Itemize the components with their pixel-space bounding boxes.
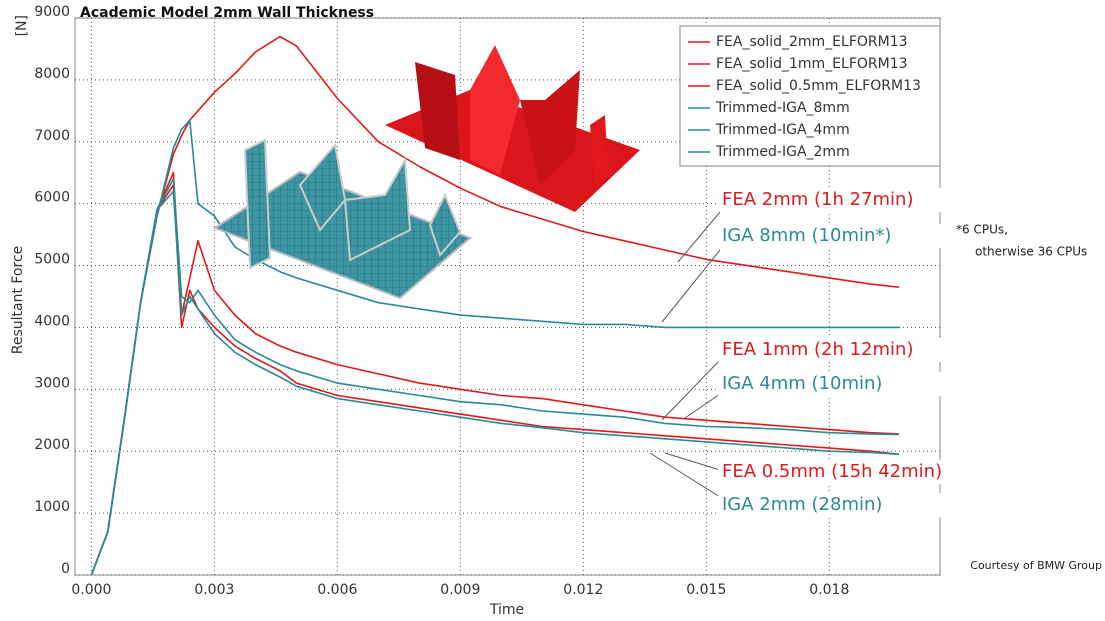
- y-axis-label: Resultant Force: [10, 246, 26, 355]
- annotation: IGA 2mm (28min): [722, 494, 882, 515]
- series-line: [90, 184, 900, 576]
- annotation-bg: [718, 493, 943, 517]
- annotation-leader: [649, 452, 721, 498]
- y-tick-label: 9000: [34, 4, 70, 20]
- annotation-bg: [718, 372, 943, 396]
- x-tick-label: 0.012: [563, 582, 603, 598]
- note: Courtesy of BMW Group: [970, 559, 1102, 572]
- y-tick-label: 8000: [34, 66, 70, 82]
- annotation: FEA 1mm (2h 12min): [722, 339, 913, 360]
- model-illustration: [212, 45, 640, 300]
- x-tick-label: 0.018: [809, 582, 849, 598]
- legend-label: Trimmed-IGA_8mm: [715, 100, 850, 116]
- y-tick-label: 2000: [34, 437, 70, 453]
- annotation-bg: [718, 460, 943, 484]
- annotation-bg: [718, 338, 943, 362]
- y-tick-label: 5000: [34, 252, 70, 268]
- x-tick-label: 0.009: [440, 582, 480, 598]
- legend-label: Trimmed-IGA_4mm: [715, 122, 850, 138]
- y-unit: [N]: [14, 15, 30, 36]
- legend-box: [679, 25, 941, 167]
- legend-label: Trimmed-IGA_2mm: [715, 144, 850, 160]
- y-tick-label: 0: [61, 561, 70, 577]
- annotation-bg: [718, 188, 943, 212]
- x-axis-label: Time: [489, 602, 524, 618]
- annotation-leader: [661, 359, 721, 421]
- series-line: [90, 35, 900, 576]
- note: *6 CPUs,: [956, 223, 1008, 237]
- x-tick-label: 0.000: [71, 582, 111, 598]
- annotation-leader: [661, 249, 721, 323]
- y-tick-label: 3000: [34, 375, 70, 391]
- annotation: FEA 0.5mm (15h 42min): [722, 461, 942, 482]
- legend-label: FEA_solid_0.5mm_ELFORM13: [716, 78, 921, 94]
- series-line: [90, 190, 900, 576]
- annotation-leader: [664, 452, 721, 471]
- legend-label: FEA_solid_1mm_ELFORM13: [716, 56, 908, 72]
- annotation: FEA 2mm (1h 27min): [722, 189, 913, 210]
- series-line: [90, 178, 900, 576]
- annotation-bg: [718, 224, 943, 248]
- x-tick-label: 0.015: [686, 582, 726, 598]
- legend-label: FEA_solid_2mm_ELFORM13: [716, 34, 908, 50]
- y-tick-label: 7000: [34, 128, 70, 144]
- annotation: IGA 8mm (10min*): [722, 225, 891, 246]
- annotation-leader: [684, 393, 721, 419]
- y-tick-label: 4000: [34, 313, 70, 329]
- chart-title: Academic Model 2mm Wall Thickness: [80, 5, 374, 21]
- series-line: [90, 119, 899, 576]
- annotation-leader: [677, 211, 721, 263]
- y-tick-label: 1000: [34, 499, 70, 515]
- legend: FEA_solid_2mm_ELFORM13 FEA_solid_1mm_ELFO…: [679, 25, 941, 167]
- x-tick-label: 0.006: [317, 582, 357, 598]
- x-tick-label: 0.003: [194, 582, 234, 598]
- note: otherwise 36 CPUs: [975, 245, 1087, 259]
- series-line: [90, 171, 900, 576]
- annotation: IGA 4mm (10min): [722, 373, 882, 394]
- y-tick-label: 6000: [34, 190, 70, 206]
